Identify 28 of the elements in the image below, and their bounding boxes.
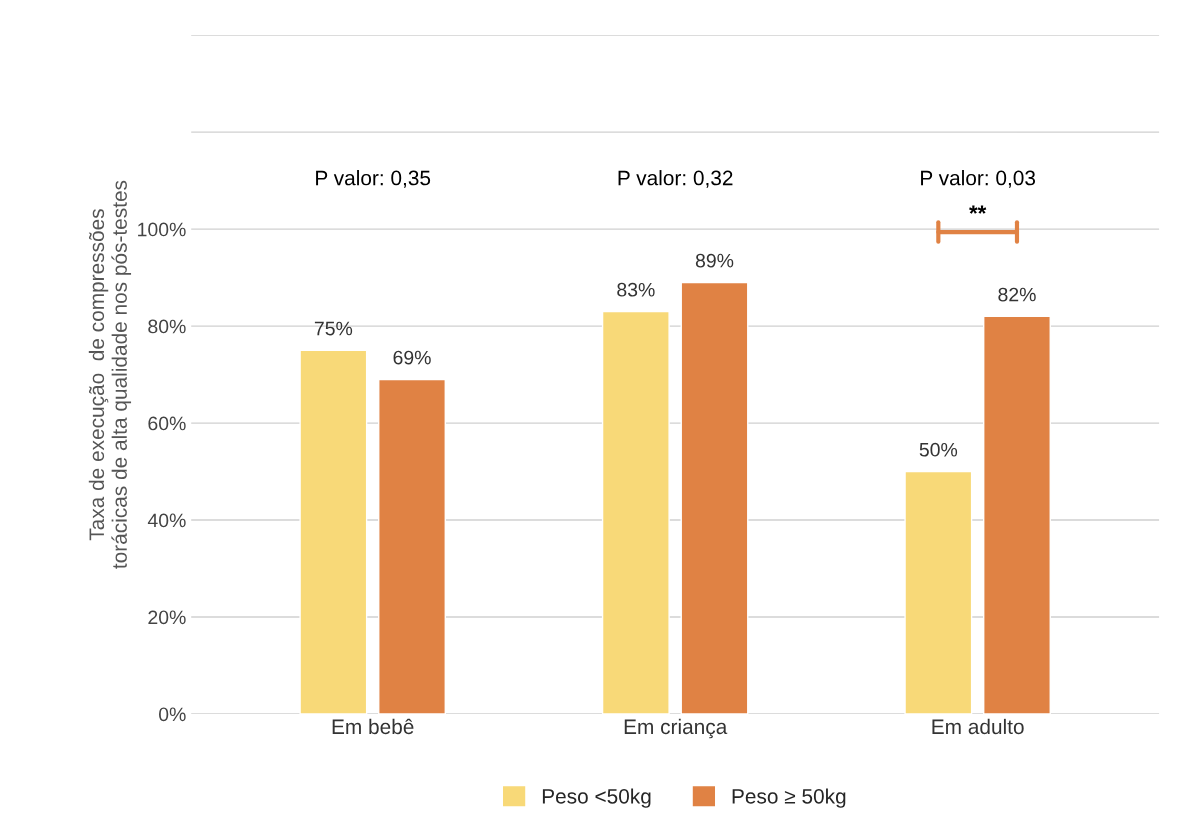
- bar: [601, 310, 670, 714]
- y-tick-label: 40%: [147, 513, 186, 528]
- data-label: 83%: [617, 282, 655, 297]
- x-tick-label: Em criança: [624, 718, 728, 739]
- legend-label: Peso ≥ 50kg: [732, 788, 846, 808]
- y-tick-label: 80%: [148, 319, 186, 334]
- x-tick-label: Em adulto: [932, 718, 1024, 735]
- y-tick-label: 100%: [138, 222, 186, 237]
- legend-label: Peso <50kg: [542, 788, 651, 808]
- bar: [983, 315, 1051, 714]
- data-label: 50%: [919, 442, 958, 457]
- annotation: **: [969, 205, 987, 214]
- data-label: 89%: [695, 253, 734, 268]
- y-tick-label: 60%: [148, 416, 186, 431]
- bar: [299, 349, 368, 714]
- x-tick-label: Em bebê: [332, 718, 414, 735]
- annotation: P valor: 0,03: [921, 170, 1036, 188]
- data-label: 75%: [314, 321, 353, 336]
- data-label: 69%: [393, 350, 431, 365]
- bar: [680, 281, 749, 714]
- annotation: P valor: 0,32: [618, 170, 733, 188]
- data-label: 82%: [998, 287, 1036, 302]
- y-axis-title: Taxa de execução de compressões torácicas de alta qualidade nos pós-testes: [88, 180, 132, 569]
- annotation: P valor: 0,35: [316, 170, 431, 188]
- bar: [378, 378, 446, 714]
- bar: [904, 470, 973, 714]
- y-tick-label: 20%: [148, 610, 186, 625]
- y-tick-label: 0%: [159, 707, 186, 722]
